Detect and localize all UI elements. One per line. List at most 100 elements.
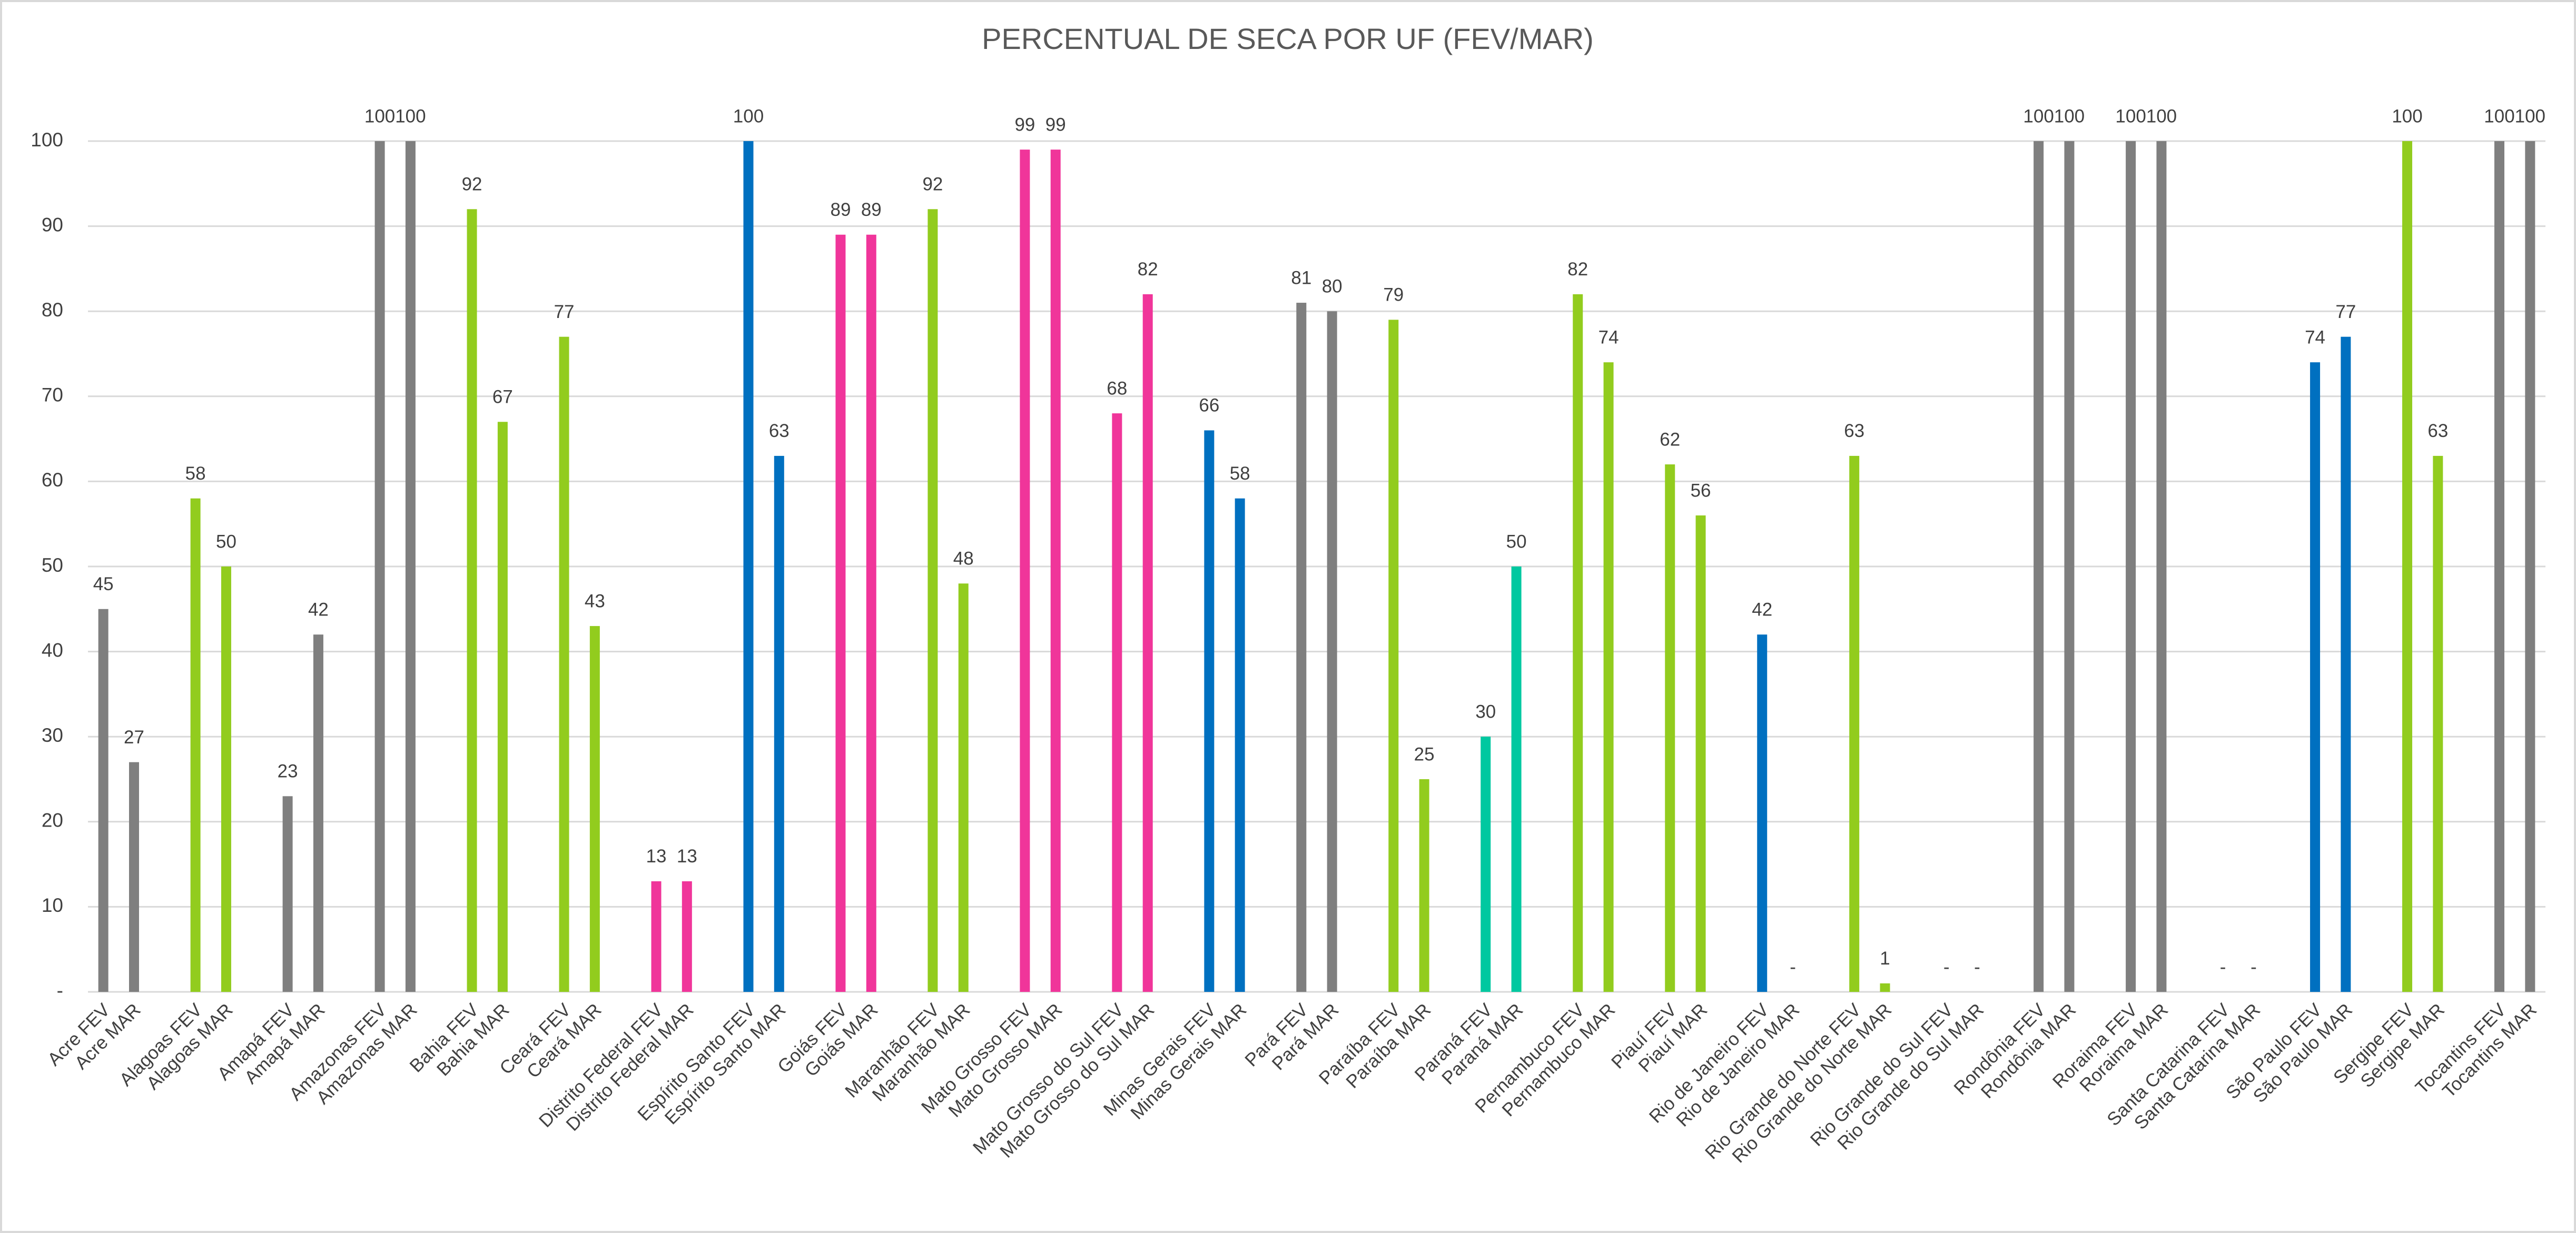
data-label: 27 <box>124 727 144 748</box>
bar <box>221 566 231 992</box>
bar <box>1511 566 1522 992</box>
data-label: 74 <box>1598 327 1619 347</box>
bar <box>1603 362 1614 992</box>
bar <box>927 209 938 992</box>
bar <box>2341 336 2351 992</box>
data-label: 82 <box>1138 259 1158 280</box>
data-label: 100 <box>2515 106 2545 126</box>
data-label: - <box>1790 957 1796 977</box>
data-label: 81 <box>1291 267 1311 288</box>
data-label: - <box>1943 957 1950 977</box>
data-label: 63 <box>769 421 789 441</box>
bar <box>2433 455 2443 992</box>
data-label: 89 <box>861 200 882 220</box>
data-label: 25 <box>1414 744 1435 764</box>
y-tick-label: 70 <box>42 384 63 406</box>
data-label: 100 <box>2392 106 2422 126</box>
y-tick-label: 90 <box>42 214 63 235</box>
data-label: 89 <box>830 200 851 220</box>
bar <box>374 141 385 992</box>
bar <box>2034 141 2044 992</box>
y-tick-label: - <box>57 980 63 1001</box>
data-label: 67 <box>492 387 513 407</box>
data-label: 100 <box>2484 106 2514 126</box>
data-label: 74 <box>2305 327 2325 347</box>
data-label: 92 <box>462 174 482 195</box>
data-label: 23 <box>278 761 298 782</box>
data-label: 92 <box>922 174 943 195</box>
bar <box>2156 141 2167 992</box>
data-label: 79 <box>1383 285 1404 305</box>
y-tick-label: 80 <box>42 299 63 321</box>
data-label: 77 <box>554 302 575 322</box>
data-label: 13 <box>646 846 667 867</box>
bar <box>651 881 662 992</box>
bar <box>1235 498 1245 992</box>
bar <box>774 455 784 992</box>
data-label: 50 <box>1506 531 1527 552</box>
bar <box>1050 150 1061 992</box>
data-label: 58 <box>1230 463 1250 484</box>
data-label: 45 <box>93 574 114 594</box>
bar <box>1849 455 1860 992</box>
bar <box>866 234 876 992</box>
bar <box>467 209 477 992</box>
bar <box>1419 779 1429 992</box>
bar <box>1481 737 1491 992</box>
bar <box>1665 464 1675 992</box>
y-tick-label: 10 <box>42 894 63 916</box>
data-label: 1 <box>1880 948 1890 969</box>
data-label: 68 <box>1107 378 1127 399</box>
bar <box>1573 294 1583 992</box>
data-label: 66 <box>1199 395 1219 416</box>
y-tick-label: 30 <box>42 724 63 746</box>
bar <box>282 796 293 992</box>
data-label: 63 <box>1844 421 1864 441</box>
bar <box>190 498 201 992</box>
data-label: 63 <box>2427 421 2448 441</box>
y-tick-label: 20 <box>42 810 63 831</box>
bar <box>1112 413 1122 992</box>
bar <box>1757 634 1768 992</box>
bar <box>1020 150 1030 992</box>
data-label: 100 <box>733 106 764 126</box>
bar <box>1204 430 1215 992</box>
bar <box>1142 294 1153 992</box>
data-label: 99 <box>1045 114 1066 135</box>
data-label: 13 <box>677 846 697 867</box>
data-label: 77 <box>2335 302 2356 322</box>
bar <box>559 336 569 992</box>
bar <box>2310 362 2321 992</box>
data-label: - <box>2251 957 2257 977</box>
bar <box>835 234 846 992</box>
data-label: 100 <box>364 106 395 126</box>
bar <box>682 881 692 992</box>
data-label: 56 <box>1691 480 1711 501</box>
data-label: 100 <box>395 106 426 126</box>
data-label: 82 <box>1567 259 1588 280</box>
data-label: 58 <box>185 463 206 484</box>
bar <box>2126 141 2136 992</box>
bar <box>2494 141 2505 992</box>
bar <box>2525 141 2535 992</box>
bar <box>1296 303 1307 992</box>
data-label: 62 <box>1660 429 1680 450</box>
bar <box>1327 311 1337 992</box>
data-label: - <box>2220 957 2226 977</box>
data-label: 42 <box>1752 600 1772 620</box>
chart-title: PERCENTUAL DE SECA POR UF (FEV/MAR) <box>982 22 1594 55</box>
data-label: - <box>1974 957 1980 977</box>
y-tick-label: 40 <box>42 639 63 661</box>
data-label: 48 <box>953 549 974 569</box>
bar <box>1880 983 1890 992</box>
bar <box>313 634 323 992</box>
data-label: 30 <box>1475 701 1496 722</box>
data-label: 100 <box>2023 106 2054 126</box>
bar <box>958 583 969 992</box>
bar <box>129 762 139 992</box>
bar <box>1388 320 1399 992</box>
data-label: 43 <box>585 591 605 611</box>
data-label: 42 <box>308 600 329 620</box>
